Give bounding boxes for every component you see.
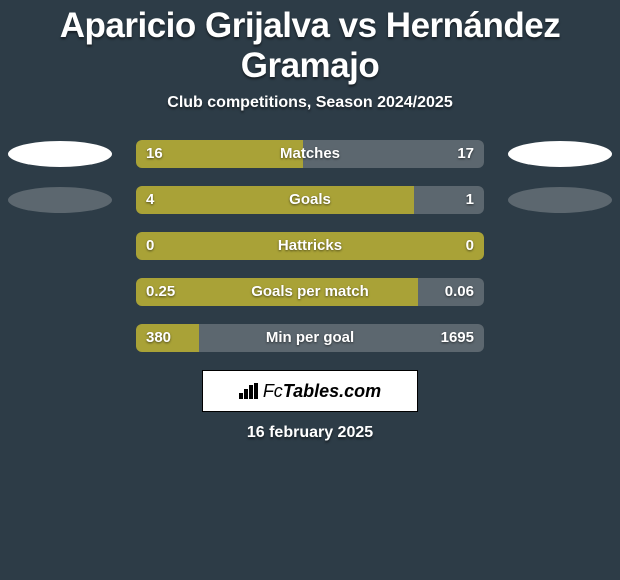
- bar-segment-left: [136, 186, 414, 214]
- player-right-marker: [508, 187, 612, 213]
- value-left: 0: [146, 232, 154, 260]
- value-right: 0.06: [445, 278, 474, 306]
- spacer: [8, 279, 112, 305]
- player-left-marker: [8, 141, 112, 167]
- stat-bar: 41Goals: [136, 186, 484, 214]
- page-title: Aparicio Grijalva vs Hernández Gramajo: [0, 6, 620, 86]
- spacer: [8, 233, 112, 259]
- stat-bar: 0.250.06Goals per match: [136, 278, 484, 306]
- stat-bar: 1617Matches: [136, 140, 484, 168]
- bar-segment-left: [136, 278, 418, 306]
- stats-table: 1617Matches41Goals00Hattricks0.250.06Goa…: [0, 140, 620, 352]
- stat-row: 3801695Min per goal: [0, 324, 620, 352]
- logo-text: FcTables.com: [239, 381, 381, 402]
- spacer: [508, 233, 612, 259]
- spacer: [8, 325, 112, 351]
- value-left: 380: [146, 324, 171, 352]
- spacer: [508, 279, 612, 305]
- stat-row: 00Hattricks: [0, 232, 620, 260]
- value-right: 1: [466, 186, 474, 214]
- subtitle: Club competitions, Season 2024/2025: [0, 94, 620, 112]
- date-label: 16 february 2025: [0, 424, 620, 442]
- spacer: [508, 325, 612, 351]
- value-right: 0: [466, 232, 474, 260]
- value-left: 16: [146, 140, 163, 168]
- stat-bar: 3801695Min per goal: [136, 324, 484, 352]
- value-right: 1695: [441, 324, 474, 352]
- stat-bar: 00Hattricks: [136, 232, 484, 260]
- value-right: 17: [457, 140, 474, 168]
- bar-chart-icon: [239, 383, 259, 399]
- value-left: 0.25: [146, 278, 175, 306]
- stat-row: 0.250.06Goals per match: [0, 278, 620, 306]
- player-left-marker: [8, 187, 112, 213]
- logo-prefix: Fc: [263, 381, 283, 401]
- value-left: 4: [146, 186, 154, 214]
- logo-box[interactable]: FcTables.com: [202, 370, 418, 412]
- stat-row: 1617Matches: [0, 140, 620, 168]
- comparison-card: Aparicio Grijalva vs Hernández Gramajo C…: [0, 0, 620, 442]
- logo-main: Tables.com: [283, 381, 381, 401]
- stat-row: 41Goals: [0, 186, 620, 214]
- bar-segment-left: [136, 232, 484, 260]
- player-right-marker: [508, 141, 612, 167]
